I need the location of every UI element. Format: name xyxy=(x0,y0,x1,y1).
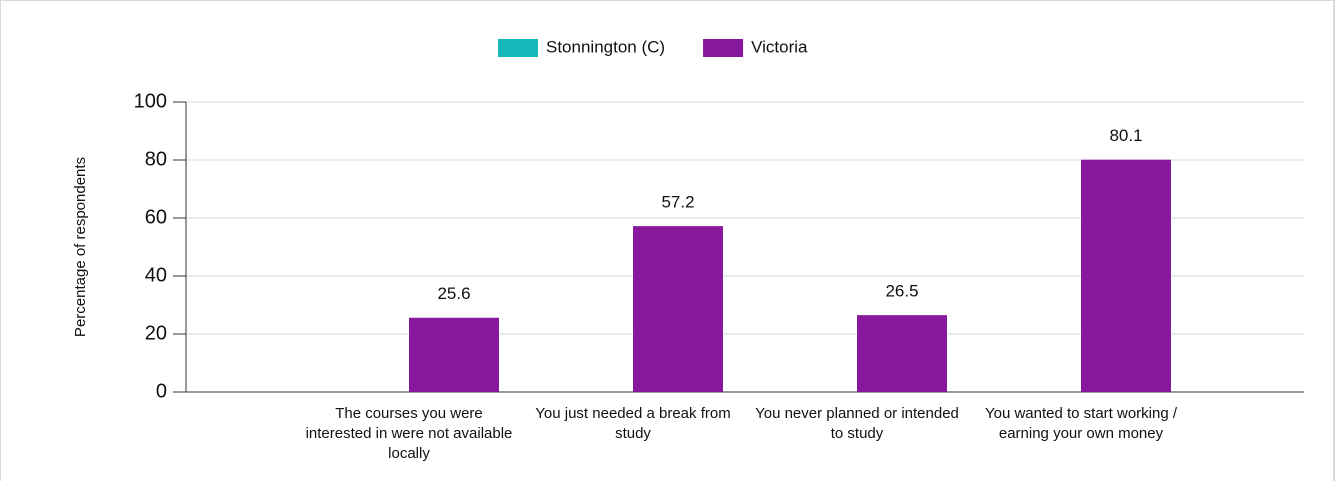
x-tick-label: You never planned or intended to study xyxy=(755,405,959,442)
bar xyxy=(409,317,499,392)
y-tick-label: 80 xyxy=(145,148,167,170)
data-label: 80.1 xyxy=(1109,126,1142,145)
y-tick-label: 40 xyxy=(145,264,167,286)
legend-swatch xyxy=(703,39,744,57)
legend-label: Stonnington (C) xyxy=(546,37,665,56)
y-axis-label: Percentage of respondents xyxy=(72,157,89,337)
bar xyxy=(633,226,723,392)
y-tick-label: 20 xyxy=(145,322,167,344)
bar xyxy=(857,315,947,392)
data-label: 26.5 xyxy=(885,282,918,301)
legend-label: Victoria xyxy=(751,37,808,56)
y-tick-label: 100 xyxy=(134,90,167,112)
x-tick-label: The courses you were interested in were … xyxy=(305,405,513,462)
data-label: 25.6 xyxy=(437,284,470,303)
data-label: 57.2 xyxy=(661,193,694,212)
bar xyxy=(1081,159,1171,392)
x-tick-label: You just needed a break from study xyxy=(535,405,731,442)
legend-swatch xyxy=(498,39,538,57)
x-tick-label: You wanted to start working / earning yo… xyxy=(984,405,1178,442)
y-tick-label: 0 xyxy=(156,380,167,402)
y-tick-label: 60 xyxy=(145,206,167,228)
